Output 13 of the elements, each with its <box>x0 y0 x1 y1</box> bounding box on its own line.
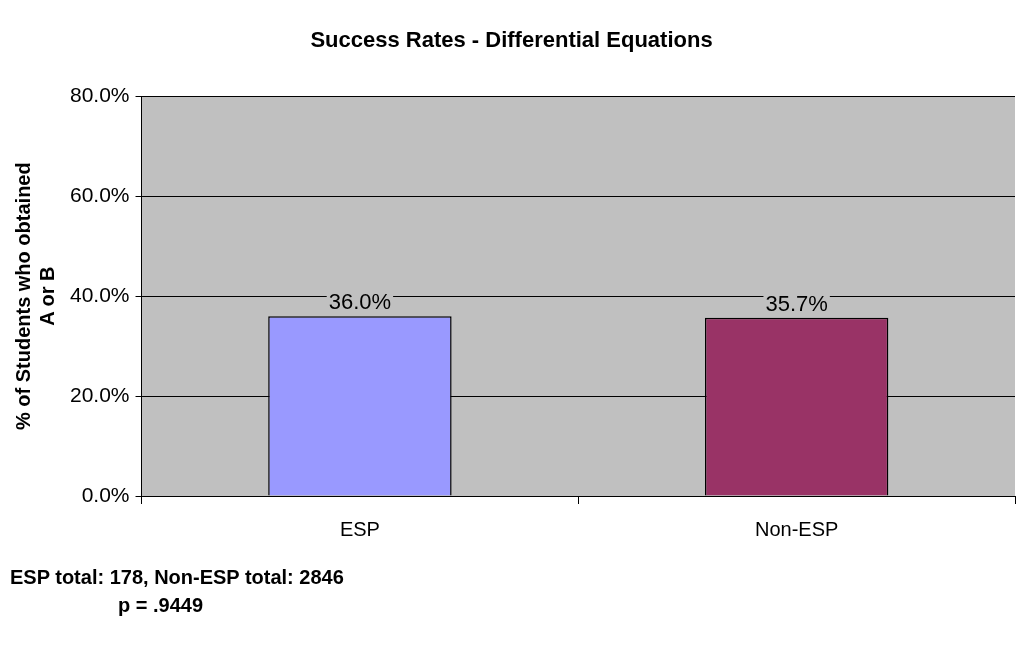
chart-title: Success Rates - Differential Equations <box>310 27 713 53</box>
text: ESP total: 178, Non-ESP total: 2846 <box>10 566 344 588</box>
y-axis-title: % of Students who obtained A or B <box>11 162 58 431</box>
data-label: 35.7% <box>765 290 828 316</box>
text: p = .9449 <box>118 594 204 616</box>
y-tick-label: 60.0% <box>70 183 130 207</box>
y-tick-label: 20.0% <box>70 382 130 406</box>
x-tick-label: Non-ESP <box>754 517 839 540</box>
data-label: 36.0% <box>328 289 392 315</box>
y-tick-label: 80.0% <box>70 83 130 107</box>
y-tick-label: 40.0% <box>70 283 130 306</box>
y-tick-label: 0.0% <box>81 482 130 506</box>
x-tick-label: ESP <box>339 517 380 540</box>
